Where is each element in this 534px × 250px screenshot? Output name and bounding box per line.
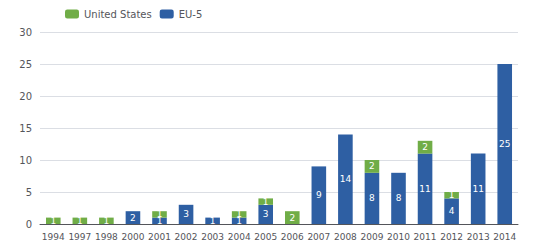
svg-text:20: 20 — [19, 91, 32, 102]
svg-text:3: 3 — [263, 209, 269, 219]
svg-text:2004: 2004 — [228, 232, 251, 242]
svg-text:1: 1 — [104, 216, 110, 226]
svg-text:2013: 2013 — [467, 232, 490, 242]
svg-text:2: 2 — [369, 161, 375, 171]
svg-text:1998: 1998 — [95, 232, 118, 242]
svg-text:2000: 2000 — [121, 232, 144, 242]
svg-text:15: 15 — [19, 123, 32, 134]
svg-text:3: 3 — [183, 209, 189, 219]
svg-text:4: 4 — [449, 206, 455, 216]
svg-text:2: 2 — [422, 142, 428, 152]
svg-text:8: 8 — [369, 193, 375, 203]
svg-text:2001: 2001 — [148, 232, 171, 242]
svg-text:2002: 2002 — [175, 232, 198, 242]
svg-text:1: 1 — [210, 216, 216, 226]
svg-text:2008: 2008 — [334, 232, 357, 242]
svg-text:2005: 2005 — [254, 232, 277, 242]
svg-text:25: 25 — [499, 139, 510, 149]
svg-text:1: 1 — [77, 216, 83, 226]
svg-text:11: 11 — [472, 184, 483, 194]
svg-text:25: 25 — [19, 59, 32, 70]
svg-text:2009: 2009 — [360, 232, 383, 242]
svg-text:1994: 1994 — [42, 232, 65, 242]
svg-text:1: 1 — [236, 209, 242, 219]
svg-text:2007: 2007 — [307, 232, 330, 242]
svg-text:2: 2 — [289, 213, 295, 223]
svg-text:1: 1 — [50, 216, 56, 226]
svg-text:10: 10 — [19, 155, 32, 166]
svg-text:14: 14 — [340, 174, 352, 184]
svg-text:2011: 2011 — [414, 232, 437, 242]
svg-text:9: 9 — [316, 190, 322, 200]
svg-text:2: 2 — [130, 213, 136, 223]
svg-text:5: 5 — [26, 187, 32, 198]
svg-text:1: 1 — [236, 215, 242, 226]
svg-text:2014: 2014 — [493, 232, 516, 242]
svg-text:0: 0 — [26, 219, 32, 230]
svg-text:1: 1 — [156, 215, 163, 226]
svg-text:1: 1 — [157, 209, 163, 219]
svg-text:2012: 2012 — [440, 232, 463, 242]
svg-text:EU-5: EU-5 — [179, 9, 203, 20]
svg-text:1997: 1997 — [68, 232, 91, 242]
svg-text:1: 1 — [263, 197, 269, 207]
svg-text:30: 30 — [19, 27, 32, 38]
svg-text:2003: 2003 — [201, 232, 224, 242]
svg-text:2010: 2010 — [387, 232, 410, 242]
svg-text:11: 11 — [419, 184, 430, 194]
svg-text:2006: 2006 — [281, 232, 304, 242]
svg-text:United States: United States — [84, 9, 152, 20]
svg-text:1: 1 — [449, 190, 455, 200]
svg-text:8: 8 — [396, 193, 402, 203]
